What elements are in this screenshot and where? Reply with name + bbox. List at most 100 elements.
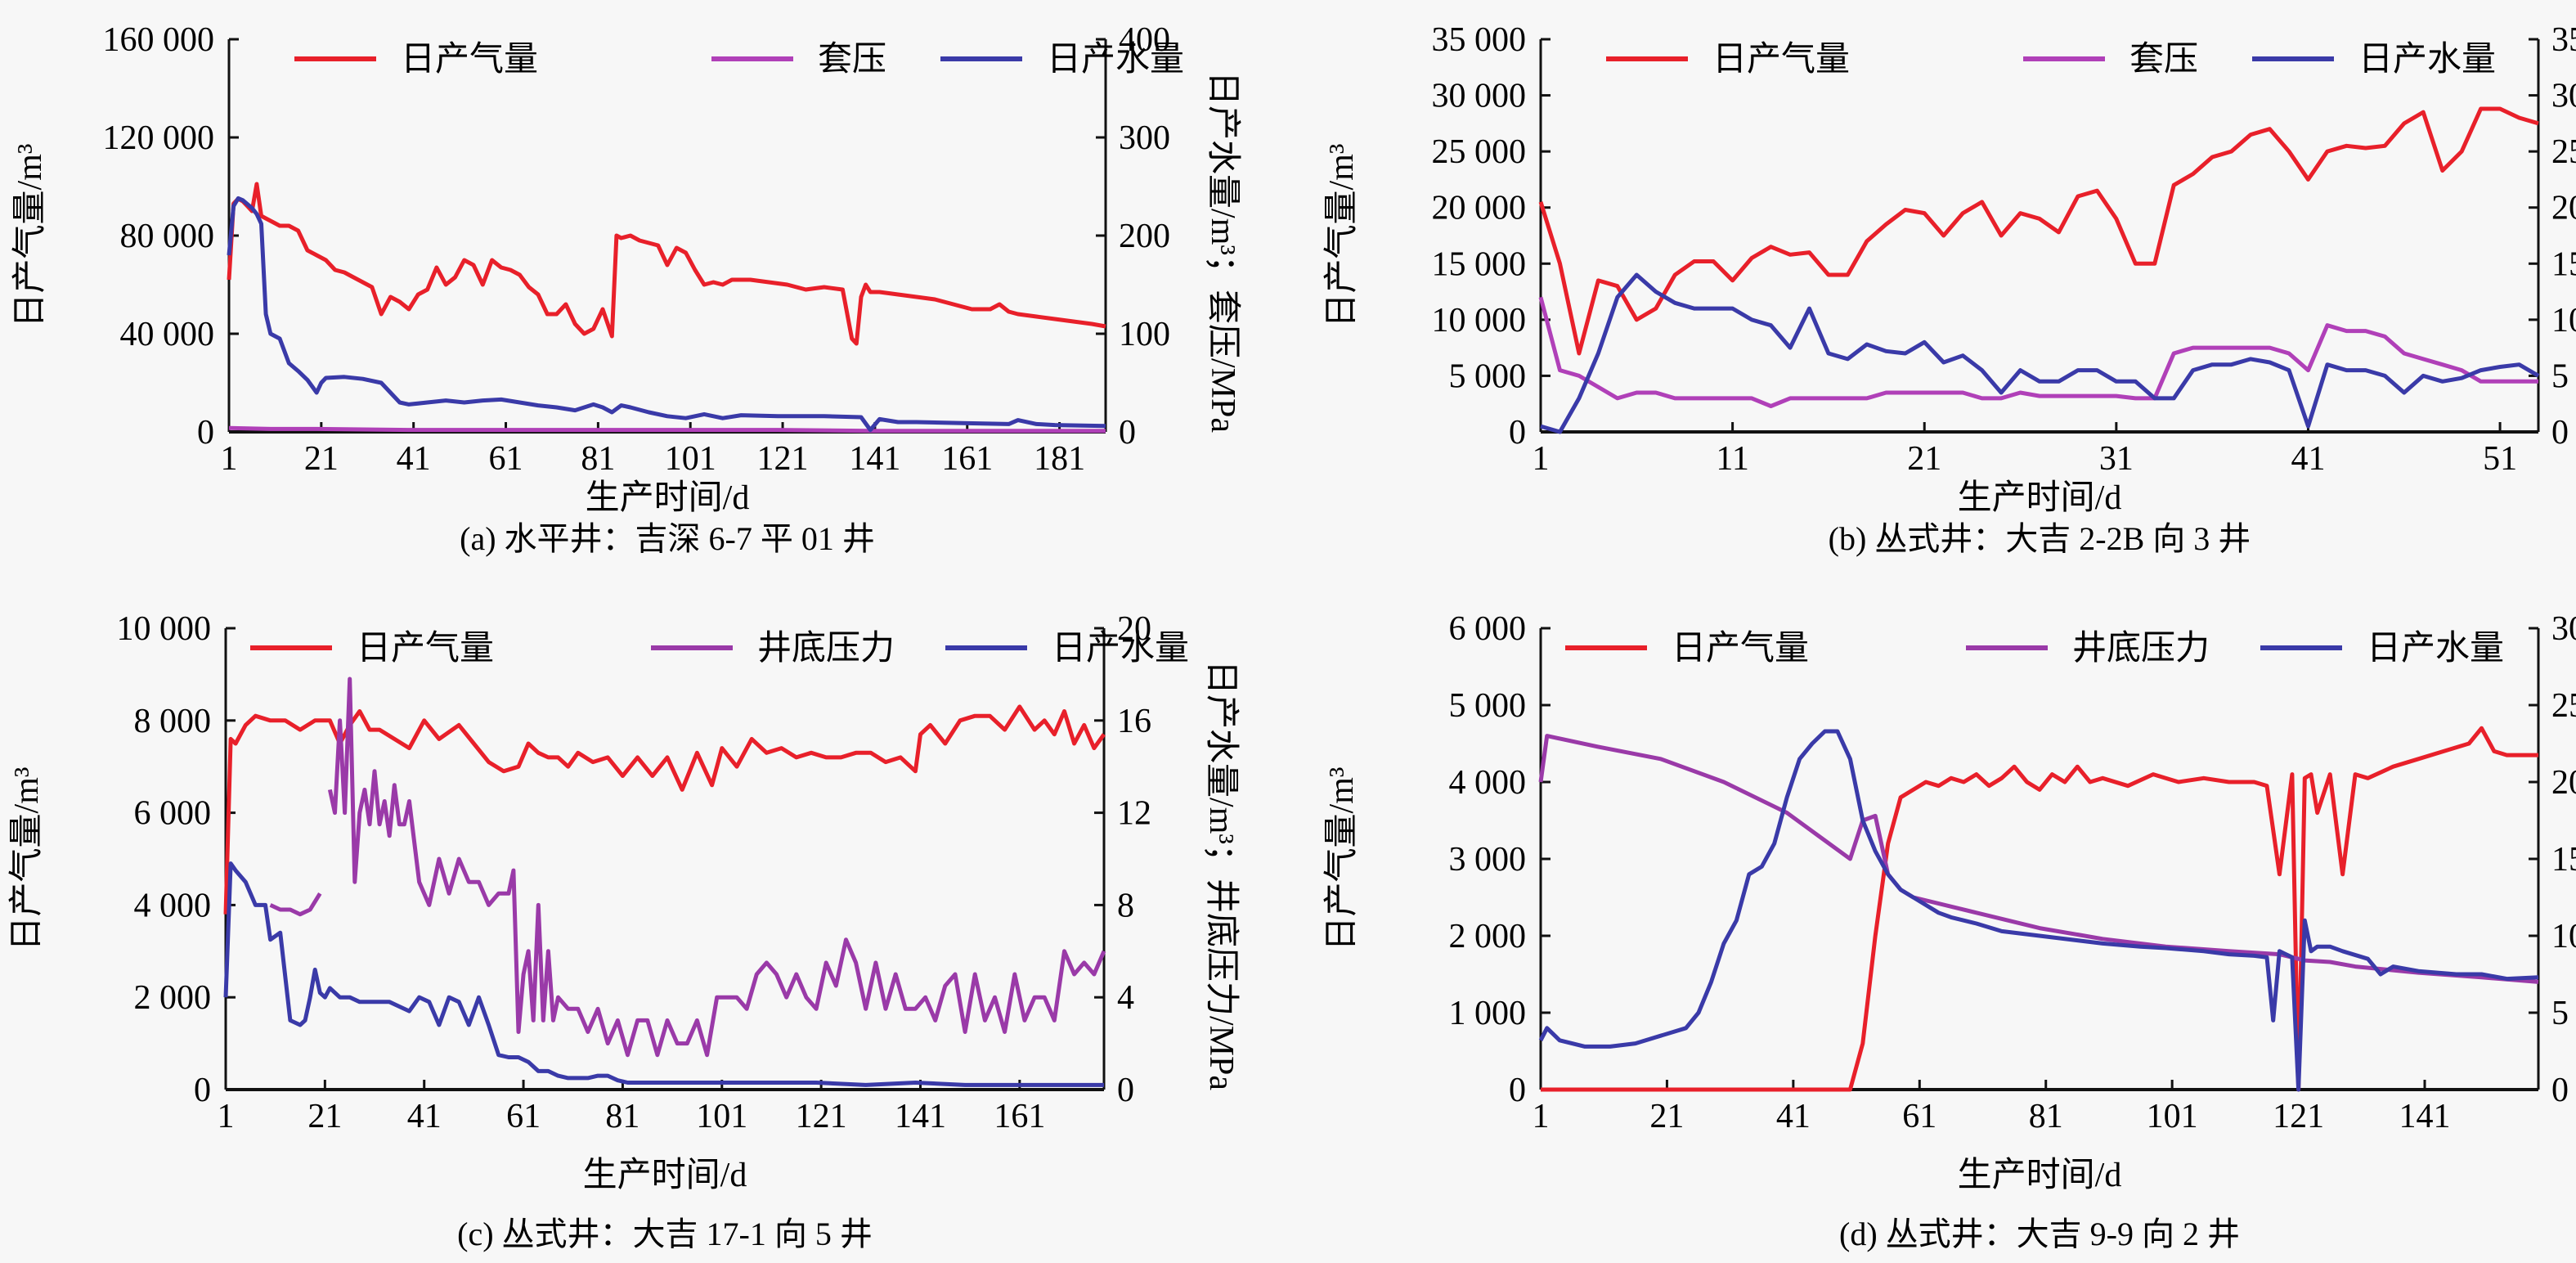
x-tick-label: 61 [1902,1098,1936,1135]
y-tick-label-left: 0 [194,1072,211,1109]
series-line-gas [227,182,1106,346]
y-tick-label-left: 6 000 [1449,610,1527,648]
y-tick-label-right: 16 [1117,703,1151,740]
legend-label: 套压 [2129,41,2198,79]
x-tick-label: 11 [1716,440,1748,478]
y-tick-label-right: 400 [1119,21,1170,59]
x-tick-label: 81 [2029,1098,2063,1135]
legend-item-gas: 日产气量 [294,41,538,79]
y-tick-label-right: 300 [1119,119,1170,157]
y-tick-label-right: 20 [2551,190,2576,227]
y-axis-title-left: 日产气量/m³ [1323,767,1361,951]
y-tick-label-left: 15 000 [1432,245,1527,283]
legend-item-gas: 日产气量 [1606,41,1850,79]
series-line-gas [1541,726,2538,1092]
x-tick-label: 41 [1776,1098,1811,1135]
y-tick-label-right: 200 [1119,218,1170,255]
y-tick-label-left: 1 000 [1449,995,1527,1032]
y-tick-label-right: 5 [2551,357,2569,395]
x-axis-title: 生产时间/d [586,479,750,517]
series-line-pressure [1538,296,2538,408]
x-tick-label: 61 [489,440,523,478]
y-tick-label-left: 10 000 [1432,302,1527,339]
y-axis-title-left: 日产气量/m³ [11,144,49,328]
legend-label: 日产气量 [1712,41,1850,79]
chart-panel-a: 0 40 000 80 000 120 000 160 000 0 100 200 300 400… [11,21,1241,557]
panel-caption: (b) 丛式井：大吉 2-2B 向 3 井 [1829,520,2251,557]
x-tick-label: 101 [2147,1098,2198,1135]
x-tick-label: 181 [1034,440,1085,478]
y-tick-label-left: 0 [1509,1072,1526,1109]
x-axis-title: 生产时间/d [583,1157,747,1194]
chart-panel-b: 0 5 000 10 000 15 000 20 000 25 000 30 000 35 0… [1323,21,2576,557]
x-tick-label: 141 [895,1098,946,1135]
y-tick-label-right: 25 [2551,133,2576,171]
x-tick-label: 141 [2399,1098,2451,1135]
series-line-gas [1538,106,2539,356]
panel-caption: (d) 丛式井：大吉 9-9 向 2 井 [1839,1216,2240,1252]
x-tick-label: 1 [218,1098,235,1135]
legend-label: 日产水量 [1047,41,1184,79]
y-tick-label-right: 8 [1117,887,1134,924]
x-tick-label: 21 [1649,1098,1684,1135]
legend-item-water: 日产水量 [2260,630,2504,667]
x-tick-label: 41 [2291,440,2325,478]
x-tick-label: 81 [605,1098,640,1135]
x-tick-label: 21 [1907,440,1941,478]
y-tick-label-left: 30 000 [1432,78,1527,115]
y-tick-label-left: 8 000 [134,703,212,740]
x-tick-label: 21 [307,1098,342,1135]
legend-label: 日产气量 [1672,630,1809,667]
series-line-water [227,196,1106,433]
y-axis-title-right: 日产水量/m³；套压/MPa [1204,71,1241,433]
panel-caption: (c) 丛式井：大吉 17-1 向 5 井 [457,1216,873,1252]
legend-item-pressure: 井底压力 [651,630,895,667]
x-axis-title: 生产时间/d [1958,1157,2122,1194]
y-tick-label-left: 4 000 [134,887,212,924]
x-tick-label: 61 [506,1098,541,1135]
x-tick-label: 1 [1533,440,1550,478]
legend-label: 井底压力 [2072,630,2210,667]
legend-item-gas: 日产气量 [250,630,494,667]
y-tick-label-right: 15 [2551,841,2576,879]
y-tick-label-left: 3 000 [1449,841,1527,879]
y-tick-label-right: 100 [1119,316,1170,353]
y-tick-label-right: 5 [2551,995,2569,1032]
legend-item-water: 日产水量 [945,630,1189,667]
y-tick-label-left: 2 000 [1449,918,1527,955]
x-tick-label: 31 [2099,440,2134,478]
series-line-pressure [269,676,1106,1058]
legend-label: 套压 [818,41,886,79]
y-tick-label-left: 80 000 [120,218,215,255]
x-tick-label: 121 [2273,1098,2324,1135]
series-line-water [1540,272,2540,434]
legend-label: 井底压力 [757,630,895,667]
y-axis-title-left: 日产气量/m³ [8,767,46,951]
legend-item-gas: 日产气量 [1565,630,1809,667]
x-tick-label: 1 [221,440,238,478]
y-tick-label-left: 5 000 [1449,357,1527,395]
x-tick-label: 81 [581,440,615,478]
y-tick-label-right: 25 [2551,687,2576,725]
legend-item-water: 日产水量 [2252,41,2496,79]
x-tick-label: 161 [994,1098,1045,1135]
y-tick-label-left: 35 000 [1432,21,1527,59]
y-tick-label-right: 4 [1117,979,1134,1017]
y-axis-title-left: 日产气量/m³ [1323,144,1361,328]
x-axis-title: 生产时间/d [1958,479,2122,517]
y-tick-label-right: 20 [1117,610,1151,648]
y-tick-label-right: 0 [2551,414,2569,452]
y-tick-label-right: 0 [1117,1072,1134,1109]
y-tick-label-right: 35 [2551,21,2576,59]
legend-label: 日产气量 [401,41,538,79]
legend-label: 日产水量 [1052,630,1189,667]
x-tick-label: 51 [2483,440,2517,478]
legend-label: 日产水量 [2358,41,2496,79]
y-tick-label-right: 20 [2551,764,2576,802]
panel-caption: (a) 水平井：吉深 6-7 平 01 井 [460,520,875,557]
legend-item-pressure: 套压 [711,41,886,79]
x-tick-label: 101 [696,1098,747,1135]
series-line-water [1538,729,2539,1092]
y-axis-title-right: 日产水量/m³；井底压力/MPa [1202,660,1240,1090]
